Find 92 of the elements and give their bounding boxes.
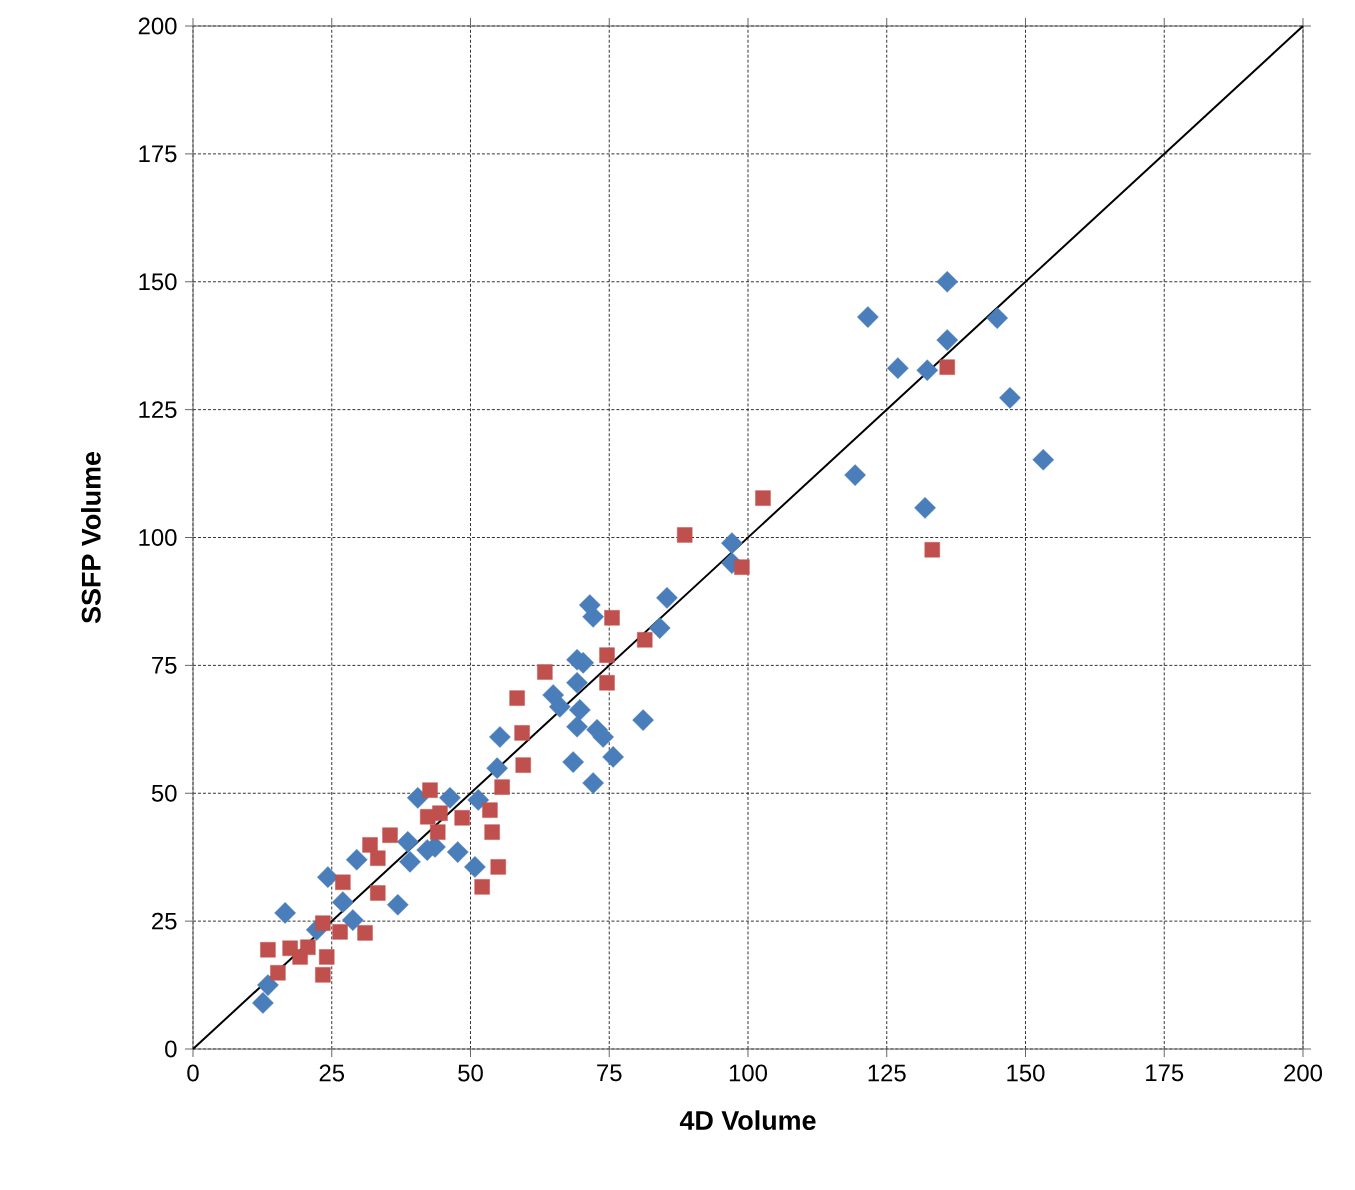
point (382, 827, 398, 843)
x-tick-label: 0 (187, 1064, 199, 1082)
point (566, 671, 588, 694)
y-tick-label: 100 (139, 529, 177, 546)
point (274, 902, 296, 924)
point (857, 306, 879, 328)
y-tick-label: 175 (139, 145, 177, 163)
point (986, 307, 1008, 329)
point (464, 856, 486, 878)
y-tick-label: 50 (151, 784, 177, 802)
point (566, 715, 588, 738)
point (386, 893, 409, 916)
point (602, 746, 624, 768)
point (270, 965, 286, 981)
point (345, 848, 368, 871)
y-tick-label: 0 (165, 1040, 177, 1058)
point (315, 915, 331, 931)
point (315, 967, 331, 983)
point (370, 885, 386, 901)
point (1032, 448, 1055, 471)
point (446, 841, 469, 863)
point (604, 610, 620, 626)
point (656, 587, 678, 609)
point (887, 357, 909, 379)
point (844, 464, 866, 486)
point (924, 542, 940, 558)
point (396, 831, 419, 853)
point (648, 617, 671, 639)
point (317, 866, 339, 888)
point (486, 757, 508, 779)
point (936, 329, 959, 351)
y-tick-label: 125 (139, 401, 177, 419)
point (484, 824, 500, 840)
point (432, 805, 448, 821)
y-tick-label: 150 (139, 273, 177, 291)
x-tick-label: 150 (1007, 1064, 1045, 1082)
point (489, 726, 511, 748)
x-axis-title: 4D Volume (679, 1110, 816, 1131)
point (755, 490, 771, 506)
x-tick-label: 175 (1146, 1064, 1184, 1082)
x-tick-label: 50 (458, 1064, 483, 1082)
point (362, 837, 378, 853)
point (332, 924, 348, 940)
y-tick-label: 25 (152, 912, 177, 930)
point (939, 359, 955, 375)
point (734, 559, 750, 575)
x-tick-label: 125 (868, 1064, 906, 1082)
point (300, 939, 316, 955)
point (422, 782, 438, 798)
point (599, 647, 615, 663)
point (514, 725, 530, 741)
point (582, 772, 604, 794)
x-tick-label: 75 (597, 1064, 622, 1082)
point (439, 787, 461, 809)
y-tick-label: 75 (152, 657, 177, 674)
x-tick-label: 25 (319, 1064, 345, 1082)
point (467, 789, 490, 811)
point (677, 527, 693, 543)
point (632, 709, 654, 731)
x-tick-label: 200 (1284, 1064, 1322, 1082)
point (562, 751, 584, 773)
point (357, 925, 373, 941)
point (332, 891, 354, 913)
point (494, 779, 510, 795)
point (319, 949, 335, 965)
point (637, 632, 653, 648)
point (914, 497, 936, 519)
point (569, 699, 591, 721)
point (260, 942, 276, 958)
point (474, 879, 490, 895)
point (370, 850, 386, 866)
point (454, 810, 470, 826)
point (257, 974, 279, 996)
point (342, 909, 364, 931)
point (399, 850, 421, 873)
point (482, 802, 498, 818)
point (916, 359, 939, 382)
point (335, 874, 351, 890)
point (509, 690, 525, 706)
point (599, 675, 615, 691)
point (549, 696, 571, 718)
point (515, 757, 531, 773)
y-axis-title: SSFP Volume (80, 451, 101, 624)
x-tick-label: 100 (729, 1064, 767, 1082)
point (252, 992, 274, 1014)
point (430, 824, 446, 840)
point (721, 532, 743, 554)
point (490, 859, 506, 875)
y-tick-label: 200 (138, 17, 177, 35)
point (936, 270, 959, 293)
point (537, 664, 553, 680)
point (999, 387, 1021, 409)
